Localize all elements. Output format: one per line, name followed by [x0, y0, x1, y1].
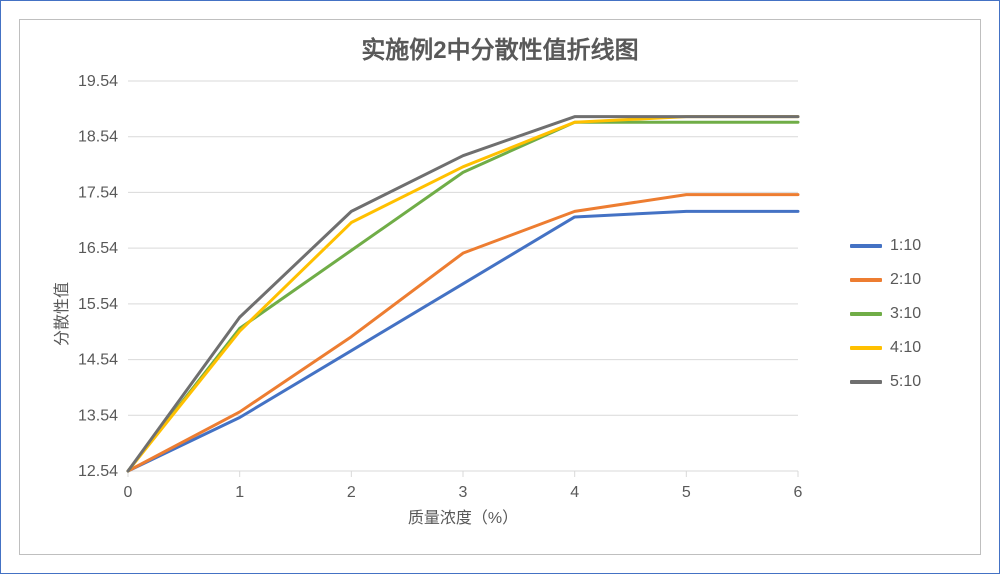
y-tick-label: 17.54	[78, 184, 118, 201]
x-tick-label: 0	[124, 484, 133, 501]
plot-area: 分散性值 12.5413.5414.5415.5416.5417.5418.54…	[58, 71, 850, 557]
legend-swatch	[850, 346, 882, 350]
x-tick-label: 1	[235, 484, 244, 501]
legend-swatch	[850, 312, 882, 316]
y-tick-label: 15.54	[78, 296, 118, 313]
legend-swatch	[850, 244, 882, 248]
y-tick-label: 19.54	[78, 73, 118, 90]
legend-swatch	[850, 278, 882, 282]
legend-label: 2:10	[890, 271, 921, 289]
legend-label: 5:10	[890, 373, 921, 391]
y-tick-label: 12.54	[78, 463, 118, 480]
legend-item: 4:10	[850, 339, 970, 357]
plot-and-legend: 分散性值 12.54 13.54 14.54 15.54 16.54 17.54 18.54…	[20, 71, 980, 557]
x-tick-label: 5	[682, 484, 691, 501]
x-tick-label: 4	[570, 484, 579, 501]
legend-item: 3:10	[850, 305, 970, 323]
chart-title: 实施例2中分散性值折线图	[20, 20, 980, 71]
legend-label: 4:10	[890, 339, 921, 357]
chart-container: 实施例2中分散性值折线图 分散性值 12.5413.5414.5415.5416…	[19, 19, 981, 555]
legend-item: 2:10	[850, 271, 970, 289]
x-tick-label: 3	[459, 484, 468, 501]
legend-label: 1:10	[890, 237, 921, 255]
chart-body: 分散性值 12.54 13.54 14.54 15.54 16.54 17.54 18.54…	[20, 71, 980, 557]
legend-item: 1:10	[850, 237, 970, 255]
legend-label: 3:10	[890, 305, 921, 323]
chart-outer-frame: 实施例2中分散性值折线图 分散性值 12.5413.5414.5415.5416…	[0, 0, 1000, 574]
x-axis-label: 质量浓度（%）	[408, 509, 518, 527]
legend-swatch	[850, 380, 882, 384]
x-tick-label: 6	[794, 484, 803, 501]
line-chart-svg: 12.54 13.54 14.54 15.54 16.54 17.54 18.54 19.54…	[58, 71, 808, 531]
y-tick-label: 14.54	[78, 352, 118, 369]
y-tick-label: 18.54	[78, 129, 118, 146]
legend-item: 5:10	[850, 373, 970, 391]
x-tick-label: 2	[347, 484, 356, 501]
y-axis-label: 分散性值	[48, 282, 72, 346]
legend: 1:10 2:10 3:10 4:10 5:10	[850, 71, 980, 557]
y-tick-label: 13.54	[78, 407, 118, 424]
y-tick-label: 16.54	[78, 240, 118, 257]
